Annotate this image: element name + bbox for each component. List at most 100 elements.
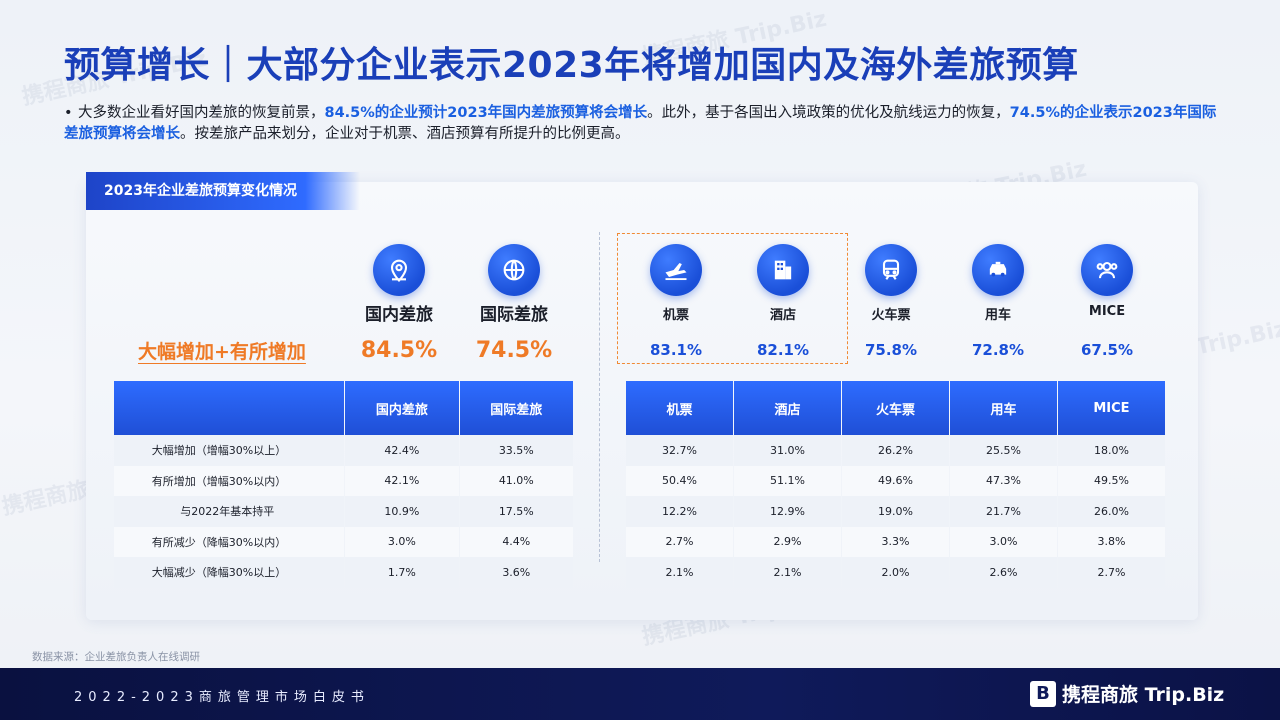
- divider: [599, 232, 600, 562]
- lead-text-3: 。按差旅产品来划分，企业对于机票、酒店预算有所提升的比例更高。: [180, 126, 630, 142]
- growth-label: 大幅增加+有所增加: [138, 341, 306, 363]
- table-cell: 50.4%: [626, 465, 733, 496]
- airplane-icon: [650, 244, 702, 296]
- highlight-box: [617, 233, 848, 364]
- page-title: 预算增长｜大部分企业表示2023年将增加国内及海外差旅预算: [64, 45, 1079, 86]
- table-cell: 1.7%: [345, 557, 459, 588]
- summary-pct-international: 74.5%: [475, 338, 553, 363]
- table-header: 用车: [949, 381, 1057, 435]
- table-cell: 10.9%: [345, 496, 459, 527]
- bullet: •: [64, 105, 73, 121]
- lead-highlight-2: 74.5%的企业表示2023年国际差旅预算将会增长: [64, 105, 1217, 142]
- table-row: 与2022年基本持平 10.9% 17.5%: [114, 496, 573, 527]
- table-header: 酒店: [733, 381, 841, 435]
- table-cell: 26.2%: [841, 435, 949, 466]
- table-header-row: 机票 酒店 火车票 用车 MICE: [626, 381, 1165, 435]
- table-cell: 17.5%: [459, 496, 573, 527]
- table-cell: 4.4%: [459, 526, 573, 557]
- table-cell: 2.1%: [733, 557, 841, 588]
- table-cell: 31.0%: [733, 435, 841, 466]
- summary-label-hotel: 酒店: [769, 308, 796, 323]
- row-label: 有所增加（增幅30%以内）: [114, 465, 345, 496]
- row-label: 与2022年基本持平: [114, 496, 345, 527]
- summary-label-domestic: 国内差旅: [365, 305, 433, 325]
- table-cell: 3.6%: [459, 557, 573, 588]
- table-header: 国内差旅: [345, 381, 459, 435]
- table-cell: 49.6%: [841, 465, 949, 496]
- table-header: 国际差旅: [459, 381, 573, 435]
- table-cell: 42.4%: [345, 435, 459, 466]
- summary-label-car: 用车: [984, 308, 1011, 323]
- table-cell: 21.7%: [949, 496, 1057, 527]
- building-icon: [757, 244, 809, 296]
- table-row: 50.4% 51.1% 49.6% 47.3% 49.5%: [626, 465, 1165, 496]
- table-cell: 2.1%: [626, 557, 733, 588]
- table-header: 机票: [626, 381, 733, 435]
- table-row: 32.7% 31.0% 26.2% 25.5% 18.0%: [626, 435, 1165, 466]
- row-label: 有所减少（降幅30%以内）: [114, 526, 345, 557]
- table-domestic-international: 国内差旅 国际差旅 大幅增加（增幅30%以上） 42.4% 33.5% 有所增加（增…: [113, 381, 574, 588]
- table-row: 大幅减少（降幅30%以上） 1.7% 3.6%: [114, 557, 573, 588]
- table-cell: 42.1%: [345, 465, 459, 496]
- footer-title: 2022-2023商旅管理市场白皮书: [74, 690, 370, 705]
- table-cell: 3.3%: [841, 526, 949, 557]
- lead-highlight-1: 84.5%的企业预计2023年国内差旅预算将会增长: [324, 105, 648, 121]
- table-products: 机票 酒店 火车票 用车 MICE 32.7% 31.0% 26.2% 25.5% 18…: [625, 381, 1166, 588]
- lead-text-1: 大多数企业看好国内差旅的恢复前景，: [78, 105, 325, 121]
- summary-pct-mice: 67.5%: [1080, 341, 1134, 359]
- table-cell: 26.0%: [1057, 496, 1165, 527]
- table-cell: 2.0%: [841, 557, 949, 588]
- table-header-blank: [114, 381, 345, 435]
- brand-logo: B 携程商旅 Trip.Biz: [1030, 680, 1224, 707]
- lead-paragraph: • 大多数企业看好国内差旅的恢复前景，84.5%的企业预计2023年国内差旅预算将…: [64, 103, 1224, 145]
- summary-label-international: 国际差旅: [480, 305, 548, 325]
- footer-bar: 2022-2023商旅管理市场白皮书 B 携程商旅 Trip.Biz: [0, 668, 1280, 720]
- location-pin-icon: [373, 244, 425, 296]
- table-header: 火车票: [841, 381, 949, 435]
- summary-pct-car: 72.8%: [971, 341, 1025, 359]
- card-title: 2023年企业差旅预算变化情况: [86, 172, 360, 210]
- table-row: 有所增加（增幅30%以内） 42.1% 41.0%: [114, 465, 573, 496]
- row-label: 大幅增加（增幅30%以上）: [114, 435, 345, 466]
- summary-pct-domestic: 84.5%: [360, 338, 438, 363]
- table-row: 2.7% 2.9% 3.3% 3.0% 3.8%: [626, 526, 1165, 557]
- summary-pct-hotel: 82.1%: [756, 341, 810, 359]
- table-cell: 33.5%: [459, 435, 573, 466]
- table-cell: 2.7%: [1057, 557, 1165, 588]
- row-label: 大幅减少（降幅30%以上）: [114, 557, 345, 588]
- table-row: 2.1% 2.1% 2.0% 2.6% 2.7%: [626, 557, 1165, 588]
- table-cell: 2.7%: [626, 526, 733, 557]
- table-cell: 12.2%: [626, 496, 733, 527]
- table-cell: 2.6%: [949, 557, 1057, 588]
- table-cell: 19.0%: [841, 496, 949, 527]
- table-cell: 12.9%: [733, 496, 841, 527]
- table-cell: 3.8%: [1057, 526, 1165, 557]
- table-cell: 47.3%: [949, 465, 1057, 496]
- logo-text: 携程商旅 Trip.Biz: [1062, 684, 1225, 706]
- table-cell: 49.5%: [1057, 465, 1165, 496]
- table-row: 有所减少（降幅30%以内） 3.0% 4.4%: [114, 526, 573, 557]
- table-cell: 3.0%: [345, 526, 459, 557]
- table-cell: 18.0%: [1057, 435, 1165, 466]
- table-cell: 3.0%: [949, 526, 1057, 557]
- table-cell: 51.1%: [733, 465, 841, 496]
- table-header-row: 国内差旅 国际差旅: [114, 381, 573, 435]
- data-source: 数据来源：企业差旅负责人在线调研: [32, 651, 200, 663]
- table-cell: 25.5%: [949, 435, 1057, 466]
- logo-mark-icon: B: [1030, 680, 1056, 707]
- summary-label-flight: 机票: [662, 308, 689, 323]
- table-cell: 41.0%: [459, 465, 573, 496]
- car-icon: [972, 244, 1024, 296]
- table-header: MICE: [1057, 381, 1165, 435]
- people-icon: [1081, 244, 1133, 296]
- globe-icon: [488, 244, 540, 296]
- summary-pct-flight: 83.1%: [649, 341, 703, 359]
- train-icon: [865, 244, 917, 296]
- summary-label-train: 火车票: [871, 308, 911, 323]
- table-cell: 2.9%: [733, 526, 841, 557]
- summary-label-mice: MICE: [1088, 304, 1126, 319]
- table-row: 12.2% 12.9% 19.0% 21.7% 26.0%: [626, 496, 1165, 527]
- summary-pct-train: 75.8%: [864, 341, 918, 359]
- lead-text-2: 。此外，基于各国出入境政策的优化及航线运力的恢复，: [647, 105, 1010, 121]
- table-cell: 32.7%: [626, 435, 733, 466]
